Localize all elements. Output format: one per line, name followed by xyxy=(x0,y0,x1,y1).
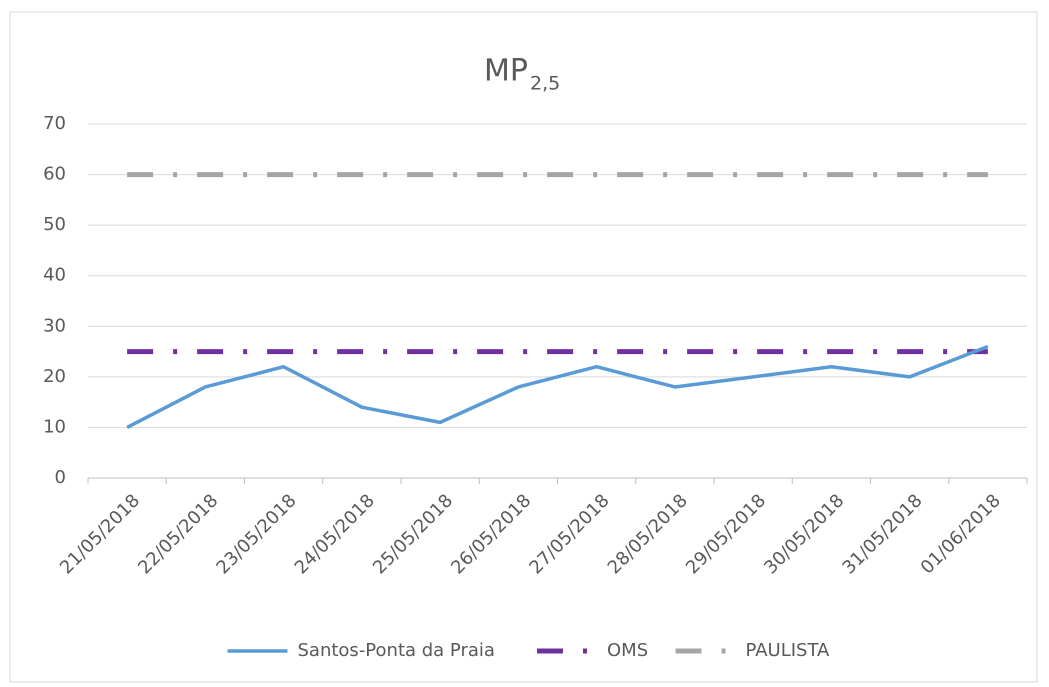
y-tick-label: 70 xyxy=(43,113,66,134)
y-tick-label: 40 xyxy=(43,265,66,286)
y-tick-label: 50 xyxy=(43,214,66,235)
chart-border xyxy=(9,11,1038,683)
y-tick-label: 10 xyxy=(43,416,66,437)
legend-label: Santos-Ponta da Praia xyxy=(298,640,495,661)
chart-title-subscript: 2,5 xyxy=(530,73,560,95)
y-tick-label: 30 xyxy=(43,315,66,336)
y-tick-label: 20 xyxy=(43,366,66,387)
y-tick-label: 0 xyxy=(55,467,66,488)
legend-label: OMS xyxy=(607,640,648,661)
y-tick-label: 60 xyxy=(43,164,66,185)
chart-title: MP xyxy=(484,54,528,89)
legend-label: PAULISTA xyxy=(746,640,831,661)
series-line xyxy=(126,344,989,429)
